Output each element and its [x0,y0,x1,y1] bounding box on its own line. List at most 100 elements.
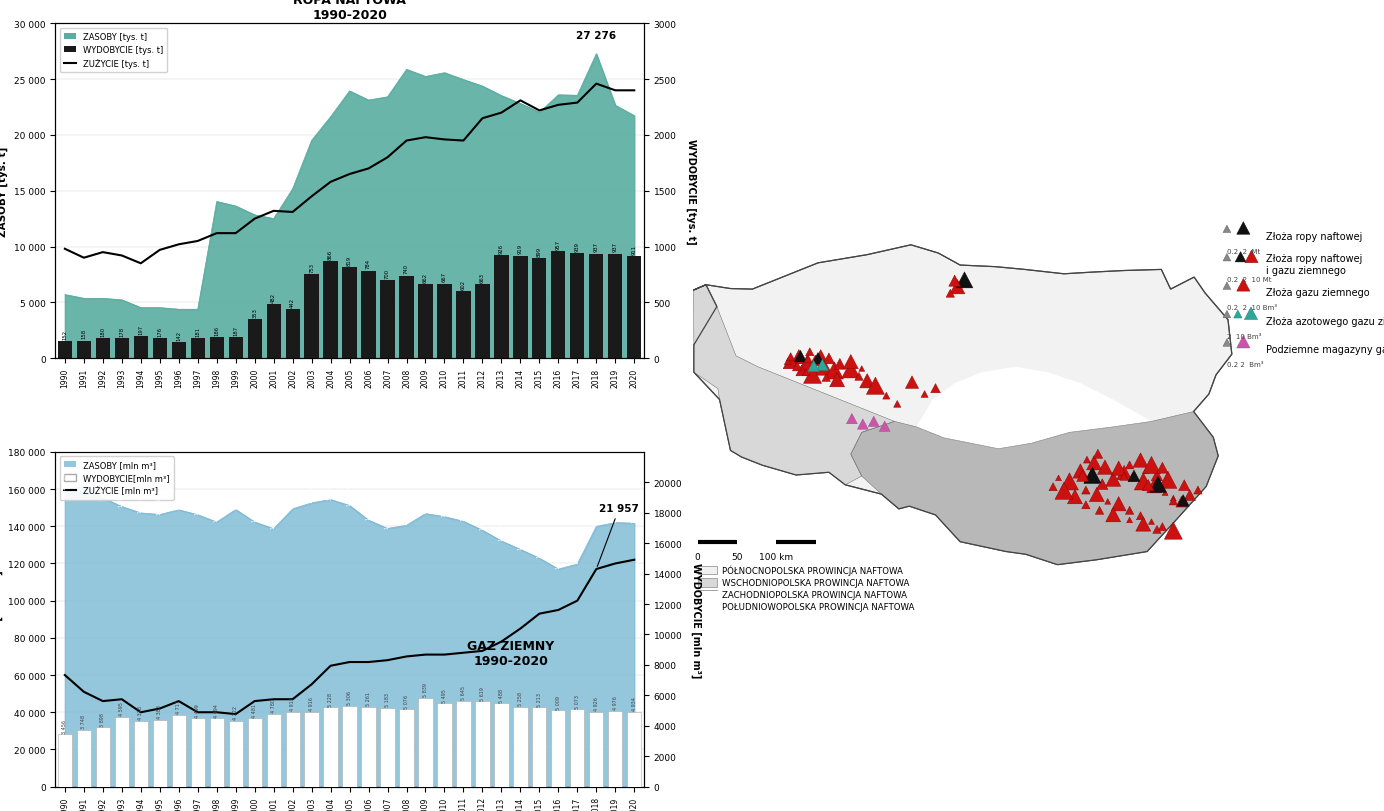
Bar [627,257,641,358]
Text: 4 528: 4 528 [138,341,144,357]
Text: 4 917: 4 917 [291,697,295,710]
Polygon shape [1049,483,1057,491]
Text: 0.2 2  Bm³: 0.2 2 Bm³ [1228,362,1264,368]
Text: 5 213: 5 213 [537,692,543,706]
Polygon shape [1223,225,1230,234]
Polygon shape [783,355,799,369]
Text: 176: 176 [158,327,162,337]
Bar [115,717,129,787]
Polygon shape [1157,462,1168,474]
Polygon shape [1111,461,1127,476]
Bar [400,710,414,787]
Bar [172,343,185,358]
Text: 937: 937 [613,242,617,252]
Polygon shape [883,393,890,400]
Polygon shape [1158,523,1167,531]
Text: 4 383: 4 383 [158,705,162,719]
Text: 186: 186 [215,326,219,336]
Polygon shape [905,376,919,389]
Bar [285,310,300,358]
Text: 23 598: 23 598 [556,338,561,357]
Polygon shape [823,354,835,364]
Polygon shape [1223,282,1230,290]
Polygon shape [796,366,807,376]
Text: 784: 784 [365,259,371,269]
Text: ZACHODNIO⁠POLSKA PROWINCJA NAFTOWA: ZACHODNIO⁠POLSKA PROWINCJA NAFTOWA [722,590,908,599]
Text: 141 643: 141 643 [631,502,637,522]
Text: 5 009: 5 009 [556,695,561,709]
Polygon shape [851,412,1218,565]
Polygon shape [794,351,807,363]
Polygon shape [1067,490,1082,504]
Polygon shape [858,419,868,430]
Text: 4 916: 4 916 [309,697,314,710]
Polygon shape [1185,490,1196,501]
Polygon shape [1153,526,1161,534]
Polygon shape [817,359,829,371]
Text: 0.2  2  10 Bm³: 0.2 2 10 Bm³ [1228,305,1277,311]
Bar [475,702,490,787]
Bar [248,320,262,358]
Bar [381,281,394,358]
Text: 23 556: 23 556 [574,338,580,357]
Bar [533,707,547,787]
Polygon shape [799,356,817,373]
Polygon shape [1089,487,1104,502]
Bar [551,710,566,787]
Polygon shape [1128,474,1136,482]
Polygon shape [1093,449,1103,459]
Bar [361,706,375,787]
Text: 14 038: 14 038 [215,338,219,357]
Text: Złoża gazu ziemnego: Złoża gazu ziemnego [1266,288,1370,298]
Text: 2  10 Bm³: 2 10 Bm³ [1228,333,1261,340]
Text: 137 838: 137 838 [480,509,484,530]
Bar [95,727,109,787]
Polygon shape [1223,339,1230,347]
Polygon shape [1128,470,1140,482]
Bar [698,578,717,587]
Polygon shape [1150,477,1167,493]
Polygon shape [1117,466,1132,480]
Bar [361,272,375,358]
Polygon shape [805,348,814,356]
Bar [698,566,717,575]
Text: 143 261: 143 261 [365,500,371,520]
Polygon shape [1171,496,1176,501]
Text: 3 456: 3 456 [62,719,68,732]
Text: 22 029: 22 029 [537,338,543,357]
Polygon shape [956,272,973,289]
Bar [627,712,641,787]
Text: 819: 819 [347,255,352,265]
Text: 926: 926 [498,243,504,253]
Text: 148 862: 148 862 [176,489,181,509]
Text: 27 276: 27 276 [594,338,599,357]
Polygon shape [1163,490,1168,496]
Polygon shape [1056,475,1062,481]
Text: 899: 899 [537,247,543,256]
Bar [228,338,242,358]
Polygon shape [804,367,822,384]
Bar [134,337,148,358]
Polygon shape [1060,473,1078,491]
Polygon shape [822,374,830,382]
Y-axis label: ZASOBY [mln m³]: ZASOBY [mln m³] [0,569,3,670]
Text: 142 659: 142 659 [461,500,466,521]
Text: 142 302: 142 302 [252,501,257,521]
Bar [418,285,433,358]
Text: 25 578: 25 578 [441,338,447,357]
Text: 19 519: 19 519 [309,338,314,357]
Text: 23 418: 23 418 [385,338,390,357]
Text: 21 726: 21 726 [631,338,637,357]
Bar [304,712,318,787]
Text: 155 236: 155 236 [100,477,105,497]
Text: 911: 911 [631,245,637,255]
Text: 146 170: 146 170 [195,494,201,514]
Polygon shape [1136,512,1145,520]
Text: Złoża ropy naftowej: Złoża ropy naftowej [1266,231,1363,241]
Polygon shape [1082,487,1091,495]
Bar [58,341,72,358]
Bar [172,715,185,787]
Bar [267,305,281,358]
Polygon shape [1149,519,1154,525]
Polygon shape [1136,517,1150,531]
